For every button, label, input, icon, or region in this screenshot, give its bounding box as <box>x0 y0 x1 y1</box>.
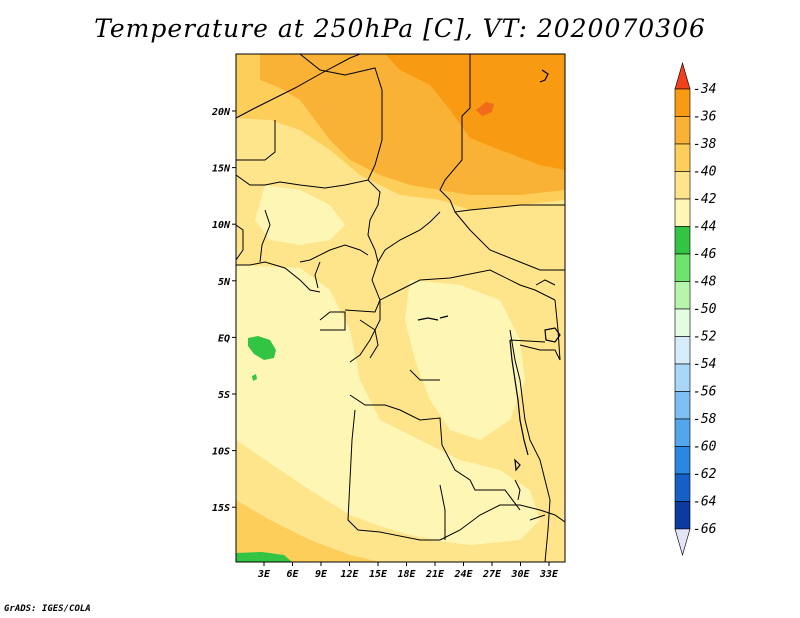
colorbar-swatch <box>674 281 691 310</box>
x-tick-label: 3E <box>257 569 271 580</box>
colorbar-label: -36 <box>693 110 717 125</box>
colorbar-label: -40 <box>693 165 717 180</box>
x-tick-label: 12E <box>340 569 359 580</box>
colorbar-label: -52 <box>693 330 717 345</box>
x-tick-label: 15E <box>369 569 388 580</box>
colorbar-swatch <box>674 226 691 255</box>
map-frame <box>235 53 566 563</box>
colorbar-swatch <box>674 143 691 172</box>
colorbar-label: -66 <box>693 522 717 537</box>
colorbar-bottom-arrow <box>674 528 691 557</box>
colorbar-label: -48 <box>693 275 717 290</box>
colorbar-swatch <box>674 308 691 337</box>
colorbar-label: -56 <box>693 385 717 400</box>
x-axis: 3E 6E 9E 12E 15E 18E 21E 24E 27E 30E 33E <box>257 562 559 580</box>
y-tick-label: 15S <box>212 503 230 514</box>
colorbar-label: -64 <box>693 495 716 510</box>
map-title: Temperature at 250hPa [C], VT: 202007030… <box>94 14 706 43</box>
colorbar-swatch <box>674 116 691 145</box>
temperature-shading <box>236 54 565 562</box>
shade-band-34-36 <box>385 54 565 170</box>
shade-band-44-42-west <box>236 265 540 545</box>
colorbar-swatch <box>674 171 691 200</box>
x-tick-label: 21E <box>425 569 445 580</box>
grads-credit: GrADS: IGES/COLA <box>4 604 91 614</box>
colorbar-label: -38 <box>693 137 717 152</box>
x-tick-label: 30E <box>510 569 530 580</box>
x-tick-label: 9E <box>315 569 328 580</box>
y-axis: 20N 15N 10N 5N EQ 5S 10S 15S <box>211 107 236 514</box>
country-borders <box>236 54 565 562</box>
shade-band-40-42-south <box>236 440 565 562</box>
colorbar-swatch <box>674 501 691 530</box>
shade-band-gt-34 <box>476 102 494 116</box>
y-tick-label: 15N <box>212 164 231 175</box>
colorbar-label: -50 <box>693 302 717 317</box>
colorbar-swatch <box>674 363 691 392</box>
y-tick-label: 10N <box>212 220 231 231</box>
colorbar-label: -60 <box>693 440 717 455</box>
x-tick-label: 6E <box>286 569 299 580</box>
x-tick-label: 18E <box>397 569 416 580</box>
colorbar-swatch <box>674 253 691 282</box>
colorbar-label: -62 <box>693 467 717 482</box>
shade-green-patch-2 <box>236 552 292 562</box>
y-tick-label: 10S <box>212 447 230 458</box>
colorbar-swatch <box>674 88 691 117</box>
shade-green-patch-1 <box>248 336 276 360</box>
colorbar-swatch <box>674 336 691 365</box>
shade-green-patch-3 <box>252 374 257 381</box>
x-tick-label: 33E <box>539 569 559 580</box>
colorbar-label: -46 <box>693 247 717 262</box>
y-tick-label: 5S <box>218 390 230 401</box>
colorbar-top-arrow <box>674 61 691 90</box>
x-tick-label: 24E <box>453 569 473 580</box>
lakes-and-coast <box>417 69 561 472</box>
colorbar-swatch <box>674 473 691 502</box>
colorbar-swatch <box>674 198 691 227</box>
colorbar-label: -54 <box>693 357 716 372</box>
colorbar-label: -34 <box>693 82 716 97</box>
colorbar: -34 -36 -38 -40 -42 -44 -46 -48 -50 -52 -54 -56 -58 -… <box>674 61 717 557</box>
y-tick-label: 20N <box>211 107 231 118</box>
y-tick-label: EQ <box>218 333 230 344</box>
colorbar-swatch <box>674 391 691 420</box>
x-tick-label: 27E <box>482 569 502 580</box>
colorbar-swatch <box>674 446 691 475</box>
shade-band-44-42-north <box>255 185 345 245</box>
colorbar-label: -44 <box>693 220 716 235</box>
colorbar-label: -58 <box>693 412 717 427</box>
y-tick-label: 5N <box>218 277 231 288</box>
colorbar-label: -42 <box>693 192 717 207</box>
colorbar-swatch <box>674 418 691 447</box>
shade-band-38-40-south <box>236 500 380 562</box>
